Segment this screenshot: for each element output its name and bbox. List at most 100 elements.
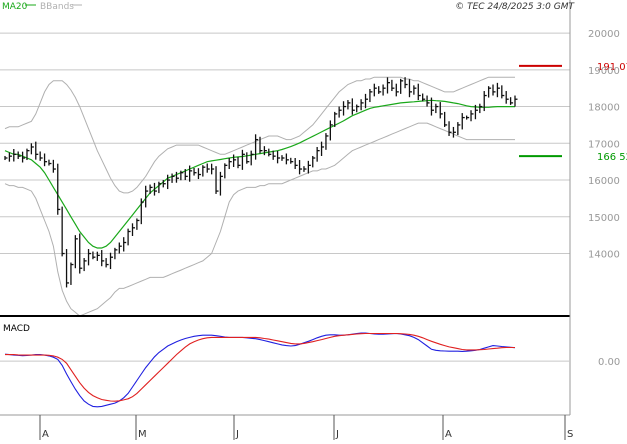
price-bar [461, 113, 465, 130]
price-bar [391, 79, 395, 92]
price-bar [109, 252, 114, 270]
price-bar [26, 148, 30, 161]
price-bar [268, 148, 272, 157]
price-bar [219, 171, 223, 196]
price-bar [474, 104, 478, 120]
price-bar [514, 95, 518, 107]
bollinger-bands [4, 76, 515, 317]
price-bar [96, 251, 100, 261]
price-bar [70, 262, 74, 285]
price-bar [378, 86, 382, 94]
price-bar [479, 103, 483, 114]
price-bar [171, 173, 175, 183]
price-bar [501, 85, 505, 99]
price-bar [101, 250, 105, 267]
price-bar [39, 151, 43, 161]
price-bar [435, 103, 439, 114]
resistance-label: 191 07 [597, 62, 627, 73]
price-bar [158, 181, 162, 194]
x-tick-label: S [567, 429, 573, 440]
price-bar [175, 171, 179, 183]
price-bar [487, 86, 492, 98]
price-bar [329, 120, 333, 141]
price-bar [228, 158, 232, 170]
price-bar [373, 83, 377, 97]
price-bar [17, 151, 21, 160]
price-bar [307, 160, 311, 174]
price-bar [35, 141, 39, 160]
price-y-tick-label: 18000 [588, 103, 620, 114]
price-bar [61, 206, 65, 257]
price-bar [118, 242, 122, 254]
price-bar [193, 168, 197, 176]
x-tick-label: J [235, 429, 239, 440]
price-bar [65, 249, 70, 288]
price-bar [400, 78, 404, 94]
price-bar [452, 126, 456, 138]
price-bar [210, 163, 215, 175]
price-bar [312, 155, 316, 168]
price-bar [448, 121, 452, 136]
price-bar [364, 93, 369, 109]
price-bar [136, 218, 140, 230]
price-bar [356, 104, 360, 113]
price-bar [404, 77, 408, 89]
price-bar [114, 247, 118, 260]
price-bar [347, 100, 351, 110]
price-bar [439, 102, 443, 119]
price-bar [52, 159, 56, 173]
price-bar [290, 157, 294, 164]
price-bar [8, 152, 12, 162]
price-bar [105, 258, 109, 268]
price-bar [303, 166, 307, 172]
price-bar [259, 136, 263, 154]
price-bar [492, 84, 496, 96]
price-bar [430, 97, 434, 116]
price-bar [184, 169, 188, 181]
price-bar [48, 159, 52, 166]
source-credit: © TEC 24/8/2025 3:0 GMT [455, 2, 575, 12]
price-levels: 191 07 166 52 [519, 62, 627, 163]
price-bar [351, 98, 355, 115]
price-bar [276, 150, 281, 164]
macd-line-series [4, 332, 516, 408]
price-bar [294, 158, 298, 170]
price-bar [298, 160, 303, 175]
signal-line-series [5, 332, 515, 402]
bb-lower-line [4, 122, 515, 317]
price-bar [465, 115, 470, 120]
price-bar [30, 143, 34, 155]
price-bar [162, 180, 166, 188]
price-bars [4, 77, 518, 288]
price-y-tick-label: 17000 [588, 139, 620, 150]
price-bar [83, 258, 87, 272]
legend-bbands-label: BBands [40, 2, 74, 12]
price-y-tick-label: 20000 [588, 29, 620, 40]
price-bar [386, 77, 390, 94]
x-tick-label: A [42, 429, 49, 440]
x-tick-label: J [335, 429, 339, 440]
price-bar [215, 166, 219, 194]
price-bar [4, 155, 8, 161]
price-bar [13, 148, 17, 162]
price-y-tick-label: 16000 [588, 176, 620, 187]
price-y-tick-labels: 14000 15000 16000 17000 18000 19000 20000 [588, 29, 620, 260]
price-bar [79, 233, 83, 274]
x-tick-label: M [138, 429, 147, 440]
macd-panel-title: MACD [3, 324, 30, 334]
price-bar [320, 141, 325, 156]
price-bar [316, 146, 320, 162]
legend-ma20-label: MA20 [2, 2, 28, 12]
price-bar [496, 82, 500, 98]
price-bar [180, 170, 184, 181]
price-bar [272, 150, 276, 160]
price-bar [74, 235, 78, 269]
price-bar [457, 122, 461, 136]
ma20-polyline [4, 99, 515, 249]
price-bar [197, 168, 201, 180]
price-bar [342, 101, 347, 116]
macd-y-tick-labels: 0.00 [598, 357, 620, 368]
